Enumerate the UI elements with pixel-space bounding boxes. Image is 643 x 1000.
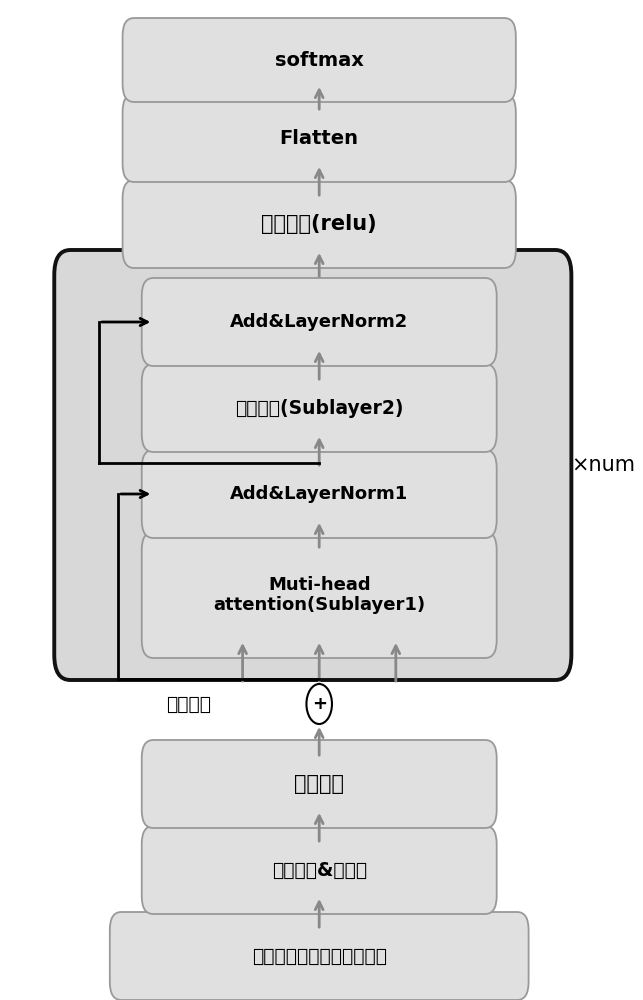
FancyBboxPatch shape: [141, 740, 496, 828]
Circle shape: [307, 684, 332, 724]
Text: 全连接层(Sublayer2): 全连接层(Sublayer2): [235, 398, 403, 418]
FancyBboxPatch shape: [123, 180, 516, 268]
Text: Muti-head
attention(Sublayer1): Muti-head attention(Sublayer1): [213, 576, 425, 614]
Text: softmax: softmax: [275, 50, 364, 70]
Text: 位置编码: 位置编码: [166, 694, 211, 714]
FancyBboxPatch shape: [141, 364, 496, 452]
FancyBboxPatch shape: [123, 18, 516, 102]
Text: 全连接层(relu): 全连接层(relu): [262, 214, 377, 234]
FancyBboxPatch shape: [110, 912, 529, 1000]
Text: ×num: ×num: [571, 455, 635, 475]
FancyBboxPatch shape: [123, 94, 516, 182]
Text: Add&LayerNorm2: Add&LayerNorm2: [230, 313, 408, 331]
Text: Flatten: Flatten: [280, 128, 359, 147]
Text: 数据扩维&标准化: 数据扩维&标准化: [271, 860, 367, 880]
Text: 带有周期性信息的时域数据: 带有周期性信息的时域数据: [251, 946, 386, 966]
FancyBboxPatch shape: [141, 450, 496, 538]
Text: Add&LayerNorm1: Add&LayerNorm1: [230, 485, 408, 503]
FancyBboxPatch shape: [141, 826, 496, 914]
Text: +: +: [312, 695, 327, 713]
Text: 全连接层: 全连接层: [294, 774, 344, 794]
FancyBboxPatch shape: [141, 278, 496, 366]
FancyBboxPatch shape: [141, 532, 496, 658]
FancyBboxPatch shape: [54, 250, 572, 680]
